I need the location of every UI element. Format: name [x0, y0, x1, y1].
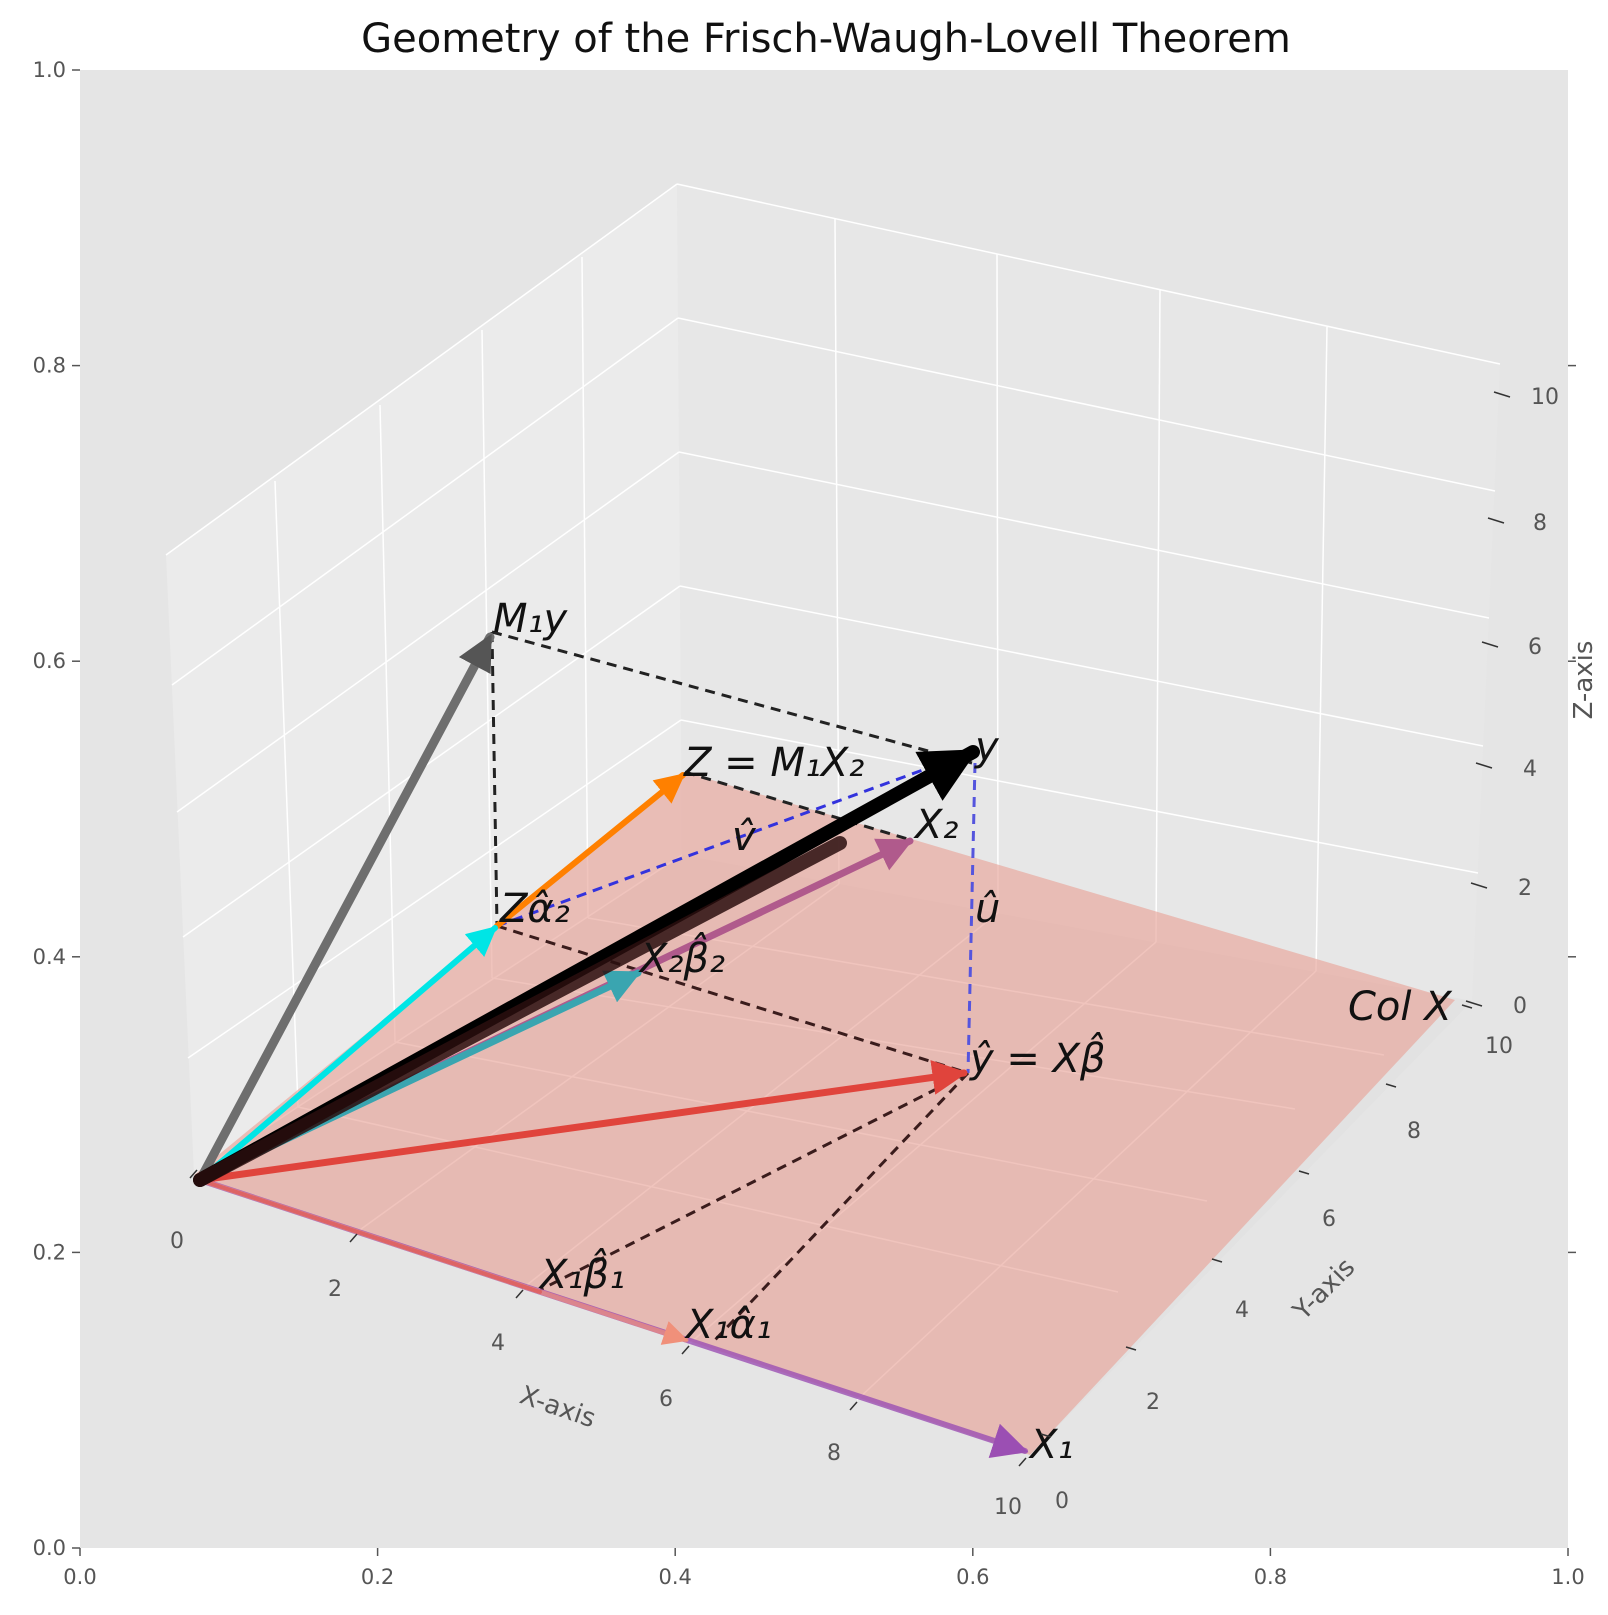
x2d-tick-0: 0.0: [63, 1565, 96, 1589]
y2d-tick-5: 1.0: [33, 58, 66, 82]
label-Zalpha2: Zα̂₂: [499, 886, 570, 932]
x2d-tick-5: 1.0: [1551, 1565, 1584, 1589]
grid-back-wall: [676, 183, 1501, 972]
z3d-tick-0: 0: [1513, 994, 1527, 1019]
vector-Zalpha2: [197, 925, 498, 1183]
z3d-tick-10: 10: [1531, 385, 1559, 410]
figure-title: Geometry of the Frisch-Waugh-Lovell Theo…: [361, 16, 1291, 62]
vector-Z: [494, 772, 686, 929]
y3d-tick-0: 0: [1055, 1489, 1069, 1514]
axis2d-x: 0.0 0.2 0.4 0.6 0.8 1.0: [63, 1548, 1585, 1589]
label-X1beta1: X₁β̂₁: [538, 1248, 625, 1298]
vector-yhat: [196, 1060, 968, 1184]
x3d-tick-8: 8: [827, 1441, 841, 1466]
z3d-tick-6: 6: [1528, 635, 1542, 660]
axis3d-z: 0 2 4 6 8 10 Z-axis: [1465, 385, 1599, 1019]
x3d-tick-0: 0: [170, 1229, 184, 1254]
y3d-tick-4: 4: [1235, 1298, 1249, 1323]
y2d-tick-2: 0.4: [33, 945, 66, 969]
x2d-tick-1: 0.2: [361, 1565, 394, 1589]
z3d-tick-8: 8: [1533, 511, 1547, 536]
axis2d-y: 0.0 0.2 0.4 0.6 0.8 1.0: [33, 58, 1576, 1560]
x3d-tick-4: 4: [491, 1331, 505, 1356]
vector-labels: X₁ X₂ y M₁y Z = M₁X₂ Zα̂₂ X₂β̂₂ X₁β̂₁ X₁…: [493, 596, 1453, 1468]
x3d-tick-10: 10: [994, 1495, 1022, 1520]
label-X1: X₁: [1028, 1422, 1073, 1468]
y2d-tick-4: 0.8: [33, 354, 66, 378]
y2d-tick-0: 0.0: [33, 1536, 66, 1560]
dashed-projection-lines: [490, 630, 977, 1342]
z3d-tick-2: 2: [1518, 876, 1532, 901]
y2d-tick-1: 0.2: [33, 1240, 66, 1264]
label-M1y: M₁y: [493, 596, 569, 642]
y3d-tick-6: 6: [1322, 1207, 1336, 1232]
label-v-hat: v̂: [732, 814, 757, 860]
y3d-tick-8: 8: [1407, 1119, 1421, 1144]
vectors: [193, 632, 1029, 1458]
label-u-hat: û: [975, 886, 1000, 932]
x2d-tick-3: 0.6: [956, 1565, 989, 1589]
z3d-tick-4: 4: [1523, 757, 1537, 782]
label-X2beta2: X₂β̂₂: [638, 932, 725, 982]
vector-X1beta1: [198, 1178, 542, 1294]
y3d-tick-2: 2: [1146, 1390, 1160, 1415]
col-x-plane: [194, 772, 1455, 1455]
label-y: y: [974, 724, 1000, 770]
label-X2: X₂: [913, 802, 958, 848]
y3d-tick-10: 10: [1485, 1034, 1513, 1059]
label-col-x: Col X: [1348, 984, 1453, 1030]
y2d-tick-3: 0.6: [33, 649, 66, 673]
x3d-tick-2: 2: [328, 1277, 342, 1302]
label-Z: Z = M₁X₂: [683, 740, 864, 786]
x2d-tick-4: 0.8: [1254, 1565, 1287, 1589]
x2d-tick-2: 0.4: [658, 1565, 691, 1589]
label-yhat: ŷ = Xβ̂: [969, 1032, 1106, 1082]
vector-y-inplane: [193, 836, 847, 1187]
label-X1alpha1: X₁α̂₁: [684, 1302, 772, 1348]
x3d-tick-6: 6: [659, 1387, 673, 1412]
z3d-axis-label: Z-axis: [1569, 641, 1599, 720]
vector-M1y: [195, 632, 495, 1185]
